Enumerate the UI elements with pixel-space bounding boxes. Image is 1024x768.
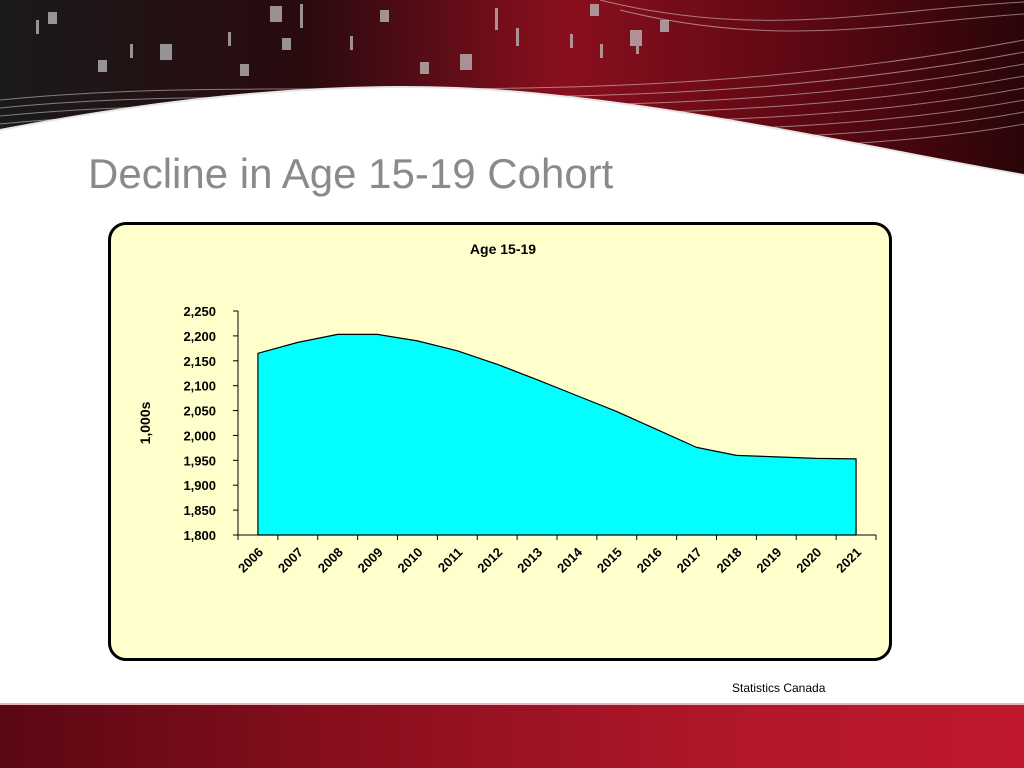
- y-tick-label: 2,150: [183, 354, 216, 369]
- plot-area: 1,800 1,850 1,900 1,950 2,000 2,050 2,100 2,150…: [183, 304, 877, 576]
- x-tick-label: 2018: [714, 545, 745, 576]
- x-tick-label: 2013: [514, 545, 545, 576]
- y-axis-label: 1,000s: [137, 401, 153, 444]
- x-tick-label: 2017: [674, 545, 705, 576]
- x-tick-label: 2014: [554, 544, 586, 576]
- y-tick-label: 1,950: [183, 453, 216, 468]
- slide-title: Decline in Age 15-19 Cohort: [88, 150, 614, 197]
- area-series: [257, 333, 857, 536]
- chart: Age 15-19 1,000s 1,800 1,850 1,900 1,950 2,0…: [137, 241, 877, 576]
- x-tick-label: 2006: [235, 545, 266, 576]
- chart-title: Age 15-19: [470, 241, 536, 257]
- x-tick-label: 2015: [594, 545, 625, 576]
- y-tick-label: 1,850: [183, 503, 216, 518]
- x-tick-label: 2011: [435, 545, 466, 576]
- x-tick-label: 2008: [315, 545, 346, 576]
- x-tick-label: 2019: [753, 545, 784, 576]
- y-tick-label: 2,000: [183, 428, 216, 443]
- x-tick-label: 2007: [275, 545, 306, 576]
- chart-panel: Age 15-19 1,000s 1,800 1,850 1,900 1,950 2,0…: [108, 222, 892, 661]
- y-tick-label: 2,050: [183, 404, 216, 419]
- x-tick-label: 2010: [395, 545, 426, 576]
- y-tick-label: 1,900: [183, 478, 216, 493]
- y-tick-label: 2,100: [183, 379, 216, 394]
- y-tick-label: 1,800: [183, 528, 216, 543]
- x-tick-label: 2009: [355, 545, 386, 576]
- x-tick-label: 2020: [793, 545, 824, 576]
- x-tick-label: 2016: [634, 545, 665, 576]
- y-tick-label: 2,250: [183, 304, 216, 319]
- x-tick-label: 2012: [474, 545, 505, 576]
- footer-band: [0, 703, 1024, 768]
- source-note: Statistics Canada: [732, 681, 826, 695]
- header-background-art: [0, 0, 1024, 240]
- y-tick-label: 2,200: [183, 329, 216, 344]
- digital-glyph-pattern: [36, 4, 669, 76]
- x-tick-label: 2021: [833, 545, 864, 576]
